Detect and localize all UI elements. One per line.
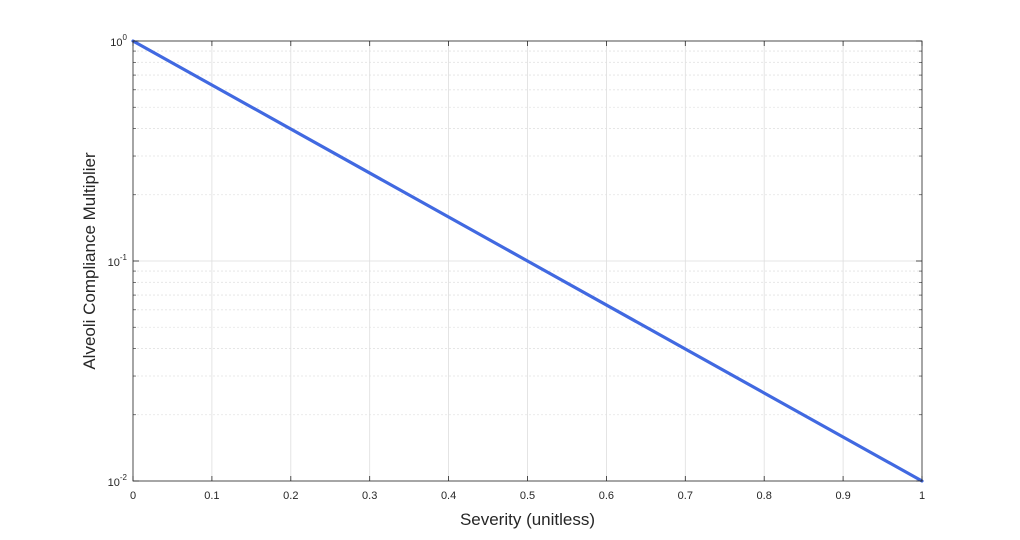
x-tick-label: 0.3 — [362, 490, 377, 502]
x-tick-label: 0.2 — [283, 490, 298, 502]
series-line — [131, 39, 924, 483]
x-tick-label: 0.5 — [520, 490, 535, 502]
x-tick-label: 0.7 — [678, 490, 693, 502]
x-tick-label: 0.1 — [204, 490, 219, 502]
y-tick-label: 10-1 — [108, 253, 128, 269]
x-tick-label: 0.9 — [835, 490, 850, 502]
series-layer — [131, 39, 924, 483]
y-tick-label: 100 — [110, 33, 127, 49]
x-tick-label: 0.4 — [441, 490, 456, 502]
x-tick-label: 0.6 — [599, 490, 614, 502]
x-tick-label: 0 — [130, 490, 136, 502]
x-axis-label: Severity (unitless) — [460, 510, 595, 529]
x-tick-label: 0.8 — [757, 490, 772, 502]
y-tick-labels: 100 10-1 10-2 — [108, 33, 128, 489]
minor-grid — [133, 50, 922, 416]
x-tick-labels: 0 0.1 0.2 0.3 0.4 0.5 0.6 0.7 0.8 0.9 1 — [130, 490, 925, 502]
y-axis-label: Alveoli Compliance Multiplier — [80, 152, 99, 370]
y-tick-label: 10-2 — [108, 473, 128, 489]
tick-marks — [132, 40, 923, 482]
x-tick-label: 1 — [919, 490, 925, 502]
